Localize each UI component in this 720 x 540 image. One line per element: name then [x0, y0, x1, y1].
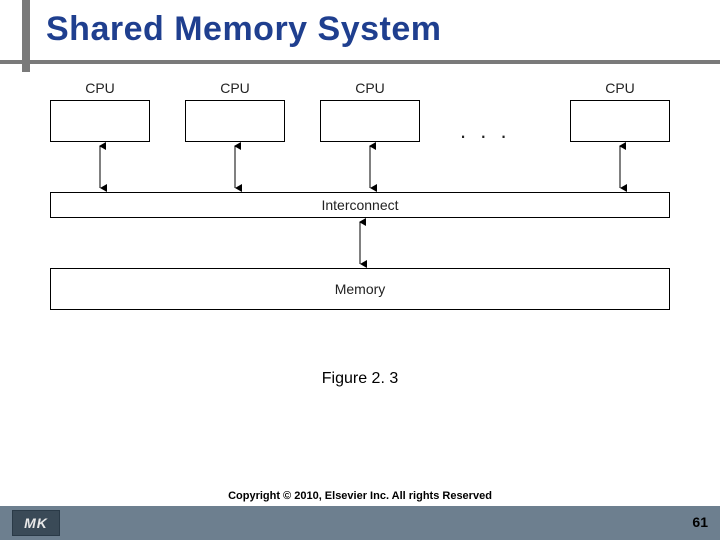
footer-band: [0, 506, 720, 540]
publisher-logo: MK: [12, 510, 60, 536]
publisher-logo-text: MK: [24, 515, 48, 531]
shared-memory-diagram: CPU CPU CPU . . . CPU Interconnect Memor…: [50, 80, 670, 340]
slide: Shared Memory System CPU CPU CPU . . . C…: [0, 0, 720, 540]
footer: MK 61: [0, 498, 720, 540]
page-title: Shared Memory System: [46, 10, 442, 49]
title-accent-horizontal: [0, 60, 720, 64]
figure-caption: Figure 2. 3: [0, 370, 720, 388]
diagram-arrows: [50, 80, 670, 340]
page-number: 61: [692, 514, 708, 530]
